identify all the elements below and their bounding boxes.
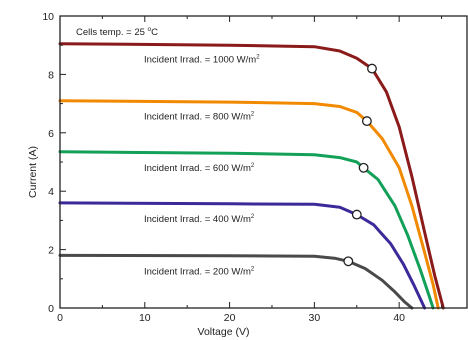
series-label-superscript: 2 <box>256 55 260 61</box>
plot-frame <box>59 15 468 309</box>
series-label-superscript: 2 <box>251 112 255 118</box>
mpp-marker-2 <box>358 162 369 173</box>
y-tick-label: 8 <box>48 69 54 81</box>
series-label-superscript: 2 <box>251 163 255 169</box>
series-label-superscript: 2 <box>251 266 255 272</box>
degree-symbol: o <box>148 26 152 33</box>
series-label-4: Incident Irrad. = 200 W/m2 <box>144 266 255 277</box>
mpp-markers-layer <box>343 63 377 267</box>
series-label-superscript: 2 <box>251 214 255 220</box>
series-label-0: Incident Irrad. = 1000 W/m2 <box>144 55 260 66</box>
mpp-marker-4 <box>343 256 354 267</box>
temperature-annotation: Cells temp. = 25 oC <box>76 26 158 38</box>
mpp-marker-1 <box>361 116 372 127</box>
series-line-1 <box>58 99 440 310</box>
mpp-marker-3 <box>351 209 362 220</box>
series-label-3: Incident Irrad. = 400 W/m2 <box>144 214 255 225</box>
series-label-text: Incident Irrad. = 600 W/m <box>144 163 251 174</box>
x-tick-label: 30 <box>309 312 321 324</box>
y-axis-title: Current (A) <box>27 146 39 198</box>
y-tick-label: 4 <box>48 186 54 198</box>
x-axis-ticks: 0 10 20 30 40 <box>57 16 443 324</box>
series-label-text: Incident Irrad. = 800 W/m <box>144 112 251 123</box>
x-tick-label: 40 <box>393 312 405 324</box>
series-label-1: Incident Irrad. = 800 W/m2 <box>144 112 255 123</box>
series-line-3 <box>58 201 427 310</box>
y-axis-ticks: 0 2 4 6 8 10 <box>42 11 66 315</box>
annotation-text: Cells temp. = 25 <box>76 27 148 38</box>
y-tick-label: 0 <box>48 303 54 315</box>
x-axis-title: Voltage (V) <box>198 326 250 338</box>
curves-layer <box>58 42 445 310</box>
series-line-2 <box>58 150 435 310</box>
y-tick-label: 10 <box>42 11 54 23</box>
series-line-0 <box>58 42 445 310</box>
x-tick-label: 10 <box>139 312 151 324</box>
series-label-text: Incident Irrad. = 200 W/m <box>144 266 251 277</box>
x-tick-label: 0 <box>57 312 63 324</box>
y-tick-label: 2 <box>48 245 54 257</box>
mpp-marker-0 <box>367 63 377 74</box>
series-label-text: Incident Irrad. = 400 W/m <box>144 214 251 225</box>
series-line-4 <box>58 253 414 310</box>
y-tick-label: 6 <box>48 128 54 140</box>
annotation-unit: C <box>151 27 158 38</box>
series-label-text: Incident Irrad. = 1000 W/m <box>144 55 256 66</box>
x-tick-label: 20 <box>224 312 236 324</box>
series-label-2: Incident Irrad. = 600 W/m2 <box>144 163 255 174</box>
